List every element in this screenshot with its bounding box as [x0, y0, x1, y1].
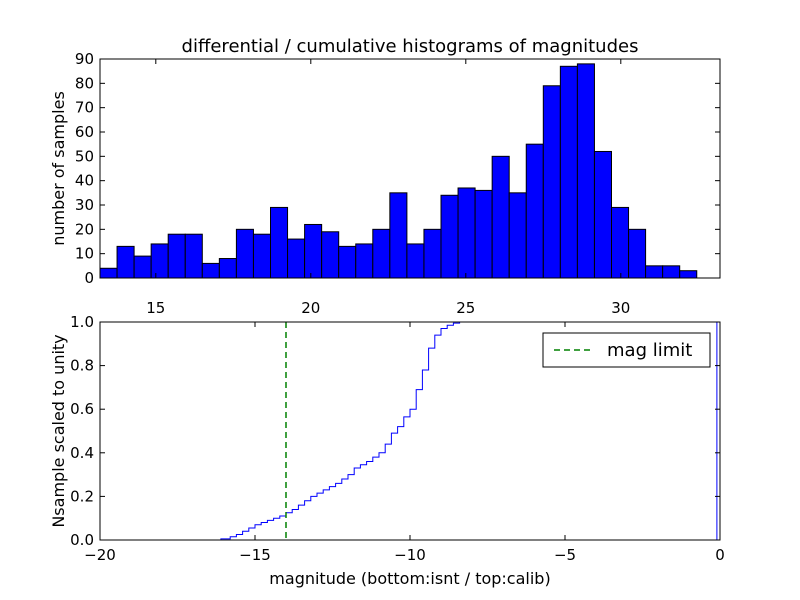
histogram-bar [321, 231, 340, 279]
cumulative-y-label: Nsample scaled to unity [49, 334, 68, 527]
histogram-bar [235, 228, 254, 279]
chart-title: differential / cumulative histograms of … [182, 36, 639, 57]
y-tick-label: 80 [75, 74, 94, 92]
histogram-bar [645, 265, 664, 279]
x-tick-label: −5 [554, 546, 576, 564]
x-tick-label: 20 [301, 299, 320, 317]
y-tick-label: 0.2 [70, 487, 94, 505]
histogram-bar [559, 65, 578, 279]
legend-label-mag-limit: mag limit [607, 340, 692, 361]
histogram-bar [167, 233, 186, 279]
x-tick-label: −15 [239, 546, 271, 564]
y-tick-label: 50 [75, 147, 94, 165]
y-tick-label: 40 [75, 172, 94, 190]
histogram-bar [593, 150, 613, 279]
histogram-axes-frame [99, 58, 721, 279]
histogram-bar [133, 255, 152, 279]
y-tick-label: 1.0 [70, 313, 94, 331]
histogram-bar [542, 85, 561, 279]
histogram-y-label: number of samples [49, 91, 68, 246]
histogram-x-ticks: 15 20 25 30 [146, 59, 630, 317]
y-tick-label: 0.4 [70, 444, 94, 462]
histogram-bar [184, 233, 203, 279]
cumulative-x-ticks: −20 −15 −10 −5 0 [84, 322, 725, 564]
histogram-bar [287, 238, 306, 279]
histogram-bar [389, 192, 408, 279]
histogram-bar [474, 189, 493, 279]
histogram-bar [576, 63, 595, 279]
x-tick-label: −20 [84, 546, 116, 564]
histogram-bar [355, 243, 374, 279]
histogram-bar [252, 233, 271, 279]
histogram-panel: differential / cumulative histograms of … [49, 36, 721, 317]
legend-box [542, 332, 711, 368]
histogram-bar [150, 243, 169, 279]
histogram-bar [99, 267, 118, 279]
y-tick-label: 60 [75, 123, 94, 141]
cumulative-panel: 0.0 0.2 0.4 0.6 0.8 1.0 −20 −15 −10 −5 0 Nsample … [49, 313, 725, 588]
x-tick-label: 15 [146, 299, 165, 317]
histogram-bar [423, 228, 442, 279]
histogram-bar [491, 155, 510, 279]
histogram-bar [662, 265, 681, 279]
histogram-bar [338, 245, 357, 279]
histogram-bar [372, 228, 391, 279]
y-tick-label: 10 [75, 245, 94, 263]
histogram-bar [628, 228, 647, 279]
x-tick-label: 0 [715, 546, 725, 564]
legend: mag limit [542, 332, 711, 368]
cumulative-step-line [100, 321, 718, 541]
histogram-bar [116, 245, 135, 279]
histogram-bar [679, 270, 698, 279]
y-tick-label: 90 [75, 50, 94, 68]
histogram-bar [611, 206, 630, 279]
x-tick-label: −10 [394, 546, 426, 564]
histogram-bar [508, 192, 527, 279]
histogram-bar [304, 223, 323, 279]
y-tick-label: 20 [75, 220, 94, 238]
x-tick-label: 25 [456, 299, 475, 317]
histogram-y-ticks: 0 10 20 30 40 50 60 70 80 90 [75, 50, 720, 287]
x-tick-label: 30 [611, 299, 630, 317]
y-tick-label: 0.6 [70, 400, 94, 418]
histogram-bar [218, 258, 237, 279]
y-tick-label: 0.0 [70, 531, 94, 549]
y-tick-label: 0 [84, 269, 94, 287]
y-tick-label: 0.8 [70, 357, 94, 375]
histogram-bars [99, 63, 698, 279]
histogram-bar [525, 143, 544, 279]
histogram-bar [270, 206, 289, 279]
y-tick-label: 70 [75, 99, 94, 117]
cumulative-axes-frame [99, 321, 721, 541]
histogram-bar [440, 194, 459, 279]
histogram-bar [457, 187, 476, 279]
histogram-bar [406, 243, 425, 279]
y-tick-label: 30 [75, 196, 94, 214]
histogram-bar [201, 262, 220, 279]
cumulative-x-label: magnitude (bottom:isnt / top:calib) [269, 569, 550, 588]
